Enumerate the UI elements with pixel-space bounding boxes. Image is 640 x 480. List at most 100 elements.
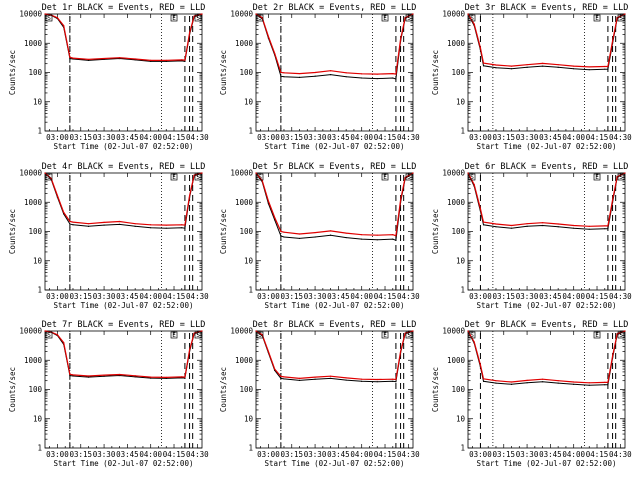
marker-box-left: S	[468, 173, 476, 181]
x-tick-label: 03:45	[539, 450, 562, 459]
data-point-lld	[298, 72, 301, 75]
data-point-lld	[467, 13, 469, 15]
x-tick-label: 03:15	[69, 133, 92, 142]
marker-label: S	[619, 174, 623, 181]
data-point-events	[314, 236, 316, 238]
y-tick-label: 1	[37, 286, 42, 295]
data-point-lld	[274, 52, 276, 54]
y-tick-label: 1	[37, 444, 42, 453]
data-point-lld	[134, 223, 136, 225]
data-point-lld	[193, 332, 195, 334]
data-point-events	[482, 224, 485, 226]
data-point-events	[72, 224, 74, 226]
data-point-lld	[345, 72, 347, 74]
data-point-lld	[72, 374, 74, 376]
marker-label: S	[47, 174, 51, 181]
data-point-lld	[392, 378, 394, 380]
y-tick-label: 1000	[447, 198, 466, 207]
y-tick-label: 100	[239, 385, 253, 394]
y-tick-label: 100	[451, 68, 465, 77]
data-point-lld	[255, 330, 257, 332]
y-tick-label: 100	[28, 227, 42, 236]
data-point-events	[495, 226, 497, 228]
data-point-events	[607, 228, 609, 230]
y-tick-label: 100	[451, 227, 465, 236]
x-tick-label: 04:30	[609, 292, 632, 301]
data-point-lld	[134, 58, 136, 60]
data-point-lld	[392, 234, 394, 236]
x-tick-label: 04:15	[586, 450, 609, 459]
data-point-events	[604, 384, 606, 386]
data-point-lld	[467, 330, 469, 332]
data-point-lld	[604, 381, 606, 383]
x-tick-label: 04:00	[350, 133, 373, 142]
data-point-events	[607, 68, 609, 70]
data-point-lld	[616, 333, 618, 335]
data-point-lld	[479, 364, 482, 366]
data-point-lld	[526, 379, 528, 381]
x-tick-label: 04:00	[562, 450, 585, 459]
data-point-lld	[165, 59, 167, 61]
panel-det-7: Det 7r BLACK = Events, RED = LLD 1 10 100 10…	[8, 320, 209, 468]
data-point-lld	[467, 172, 469, 174]
data-point-lld	[495, 380, 497, 382]
data-point-events	[395, 78, 397, 80]
data-point-events	[376, 381, 378, 383]
data-point-events	[87, 225, 90, 227]
data-point-events	[526, 382, 528, 384]
marker-box-frame	[468, 331, 476, 339]
data-point-lld	[188, 349, 191, 351]
x-tick-label: 03:30	[304, 450, 327, 459]
data-point-lld	[72, 221, 74, 223]
y-tick-label: 10	[456, 414, 466, 423]
data-point-events	[510, 383, 513, 385]
x-tick-label: 04:30	[397, 133, 420, 142]
y-axis-label: Counts/sec	[431, 209, 440, 254]
data-point-lld	[588, 225, 590, 227]
marker-box-mid: E	[593, 331, 601, 339]
marker-box-frame	[194, 173, 202, 181]
data-point-events	[588, 228, 590, 230]
series-line-events	[467, 13, 626, 71]
marker-label: S	[407, 15, 411, 22]
data-point-lld	[56, 17, 59, 19]
data-point-lld	[314, 376, 316, 378]
x-tick-label: 04:15	[163, 292, 186, 301]
data-point-lld	[188, 194, 191, 197]
data-point-lld	[479, 208, 482, 210]
x-tick-label: 03:15	[69, 292, 92, 301]
data-point-lld	[399, 199, 402, 201]
data-point-events	[283, 378, 285, 380]
data-point-lld	[69, 56, 71, 58]
y-axis-label: Counts/sec	[219, 209, 228, 254]
series-line-events	[44, 330, 203, 379]
series-line-lld	[255, 13, 414, 75]
marker-label: S	[619, 332, 623, 339]
data-point-lld	[119, 220, 121, 223]
y-tick-label: 10000	[442, 169, 465, 178]
data-point-lld	[181, 376, 183, 378]
data-point-lld	[361, 378, 363, 380]
data-point-events	[495, 67, 497, 69]
y-axis-label: Counts/sec	[8, 209, 17, 254]
data-point-events	[376, 239, 378, 241]
data-point-lld	[184, 224, 186, 226]
series-line-lld	[44, 330, 203, 379]
data-point-lld	[526, 64, 528, 66]
data-point-lld	[87, 223, 90, 225]
x-tick-label: 04:15	[374, 450, 397, 459]
x-tick-label: 03:00	[257, 133, 280, 142]
data-point-events	[181, 60, 183, 62]
plot-frame	[255, 330, 414, 449]
marker-box-mid: E	[170, 331, 178, 339]
marker-label: E	[595, 174, 599, 181]
y-tick-label: 1	[248, 286, 253, 295]
y-axis-label: Counts/sec	[431, 50, 440, 95]
data-point-events	[314, 378, 316, 380]
x-tick-label: 03:00	[257, 292, 280, 301]
y-tick-label: 10	[456, 97, 466, 106]
data-point-lld	[193, 15, 195, 17]
data-point-events	[604, 228, 606, 230]
data-point-lld	[255, 172, 257, 174]
data-point-lld	[624, 330, 626, 332]
